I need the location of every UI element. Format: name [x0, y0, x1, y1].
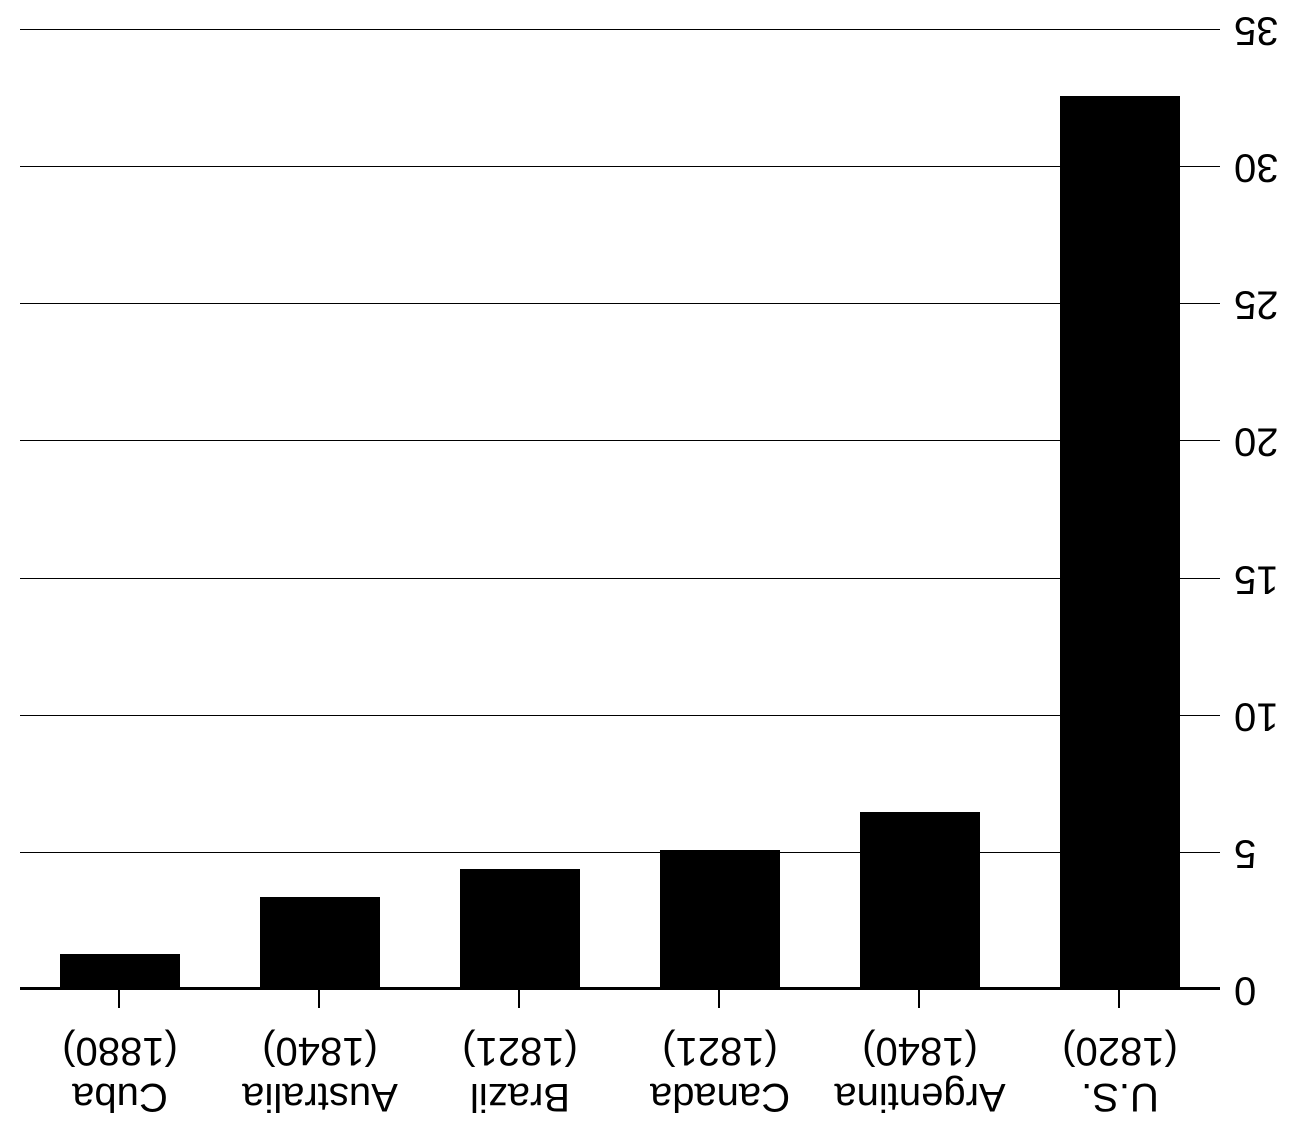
bar	[260, 897, 380, 990]
category-label-line2: (1821)	[420, 1028, 620, 1074]
y-tick-label: 5	[1234, 830, 1300, 875]
category-label: Argentina(1840)	[820, 1028, 1020, 1120]
bar	[1060, 96, 1180, 990]
category-label-line2: (1840)	[820, 1028, 1020, 1074]
bar	[60, 954, 180, 990]
plot-area	[20, 30, 1220, 990]
y-tick-label: 35	[1234, 8, 1300, 53]
bar	[860, 812, 980, 990]
gridline	[20, 166, 1220, 167]
category-label: Australia(1840)	[220, 1028, 420, 1120]
category-label-line1: U.S.	[1020, 1074, 1220, 1120]
category-label: Cuba(1880)	[20, 1028, 220, 1120]
x-axis-line	[20, 987, 1220, 990]
y-tick-label: 0	[1234, 968, 1300, 1013]
y-tick-label: 10	[1234, 693, 1300, 738]
category-label-line1: Australia	[220, 1074, 420, 1120]
x-tick	[918, 990, 920, 1008]
bar	[460, 869, 580, 990]
category-label-line2: (1821)	[620, 1028, 820, 1074]
gridline	[20, 852, 1220, 853]
category-label: Canada(1821)	[620, 1028, 820, 1120]
y-tick-label: 25	[1234, 282, 1300, 327]
category-label-line1: Brazil	[420, 1074, 620, 1120]
category-label-line2: (1880)	[20, 1028, 220, 1074]
x-tick	[118, 990, 120, 1008]
x-tick	[318, 990, 320, 1008]
category-label-line1: Argentina	[820, 1074, 1020, 1120]
category-label-line2: (1840)	[220, 1028, 420, 1074]
category-label: U.S.(1820)	[1020, 1028, 1220, 1120]
bar	[660, 850, 780, 990]
category-label: Brazil(1821)	[420, 1028, 620, 1120]
y-tick-label: 20	[1234, 419, 1300, 464]
y-tick-label: 30	[1234, 145, 1300, 190]
gridline	[20, 440, 1220, 441]
category-label-line1: Cuba	[20, 1074, 220, 1120]
y-tick-label: 15	[1234, 556, 1300, 601]
x-tick	[1118, 990, 1120, 1008]
category-label-line2: (1820)	[1020, 1028, 1220, 1074]
gridline	[20, 578, 1220, 579]
category-label-line1: Canada	[620, 1074, 820, 1120]
chart-stage: 05101520253035U.S.(1820)Argentina(1840)C…	[0, 0, 1300, 1140]
gridline	[20, 715, 1220, 716]
gridline	[20, 29, 1220, 30]
x-tick	[518, 990, 520, 1008]
x-tick	[718, 990, 720, 1008]
gridline	[20, 303, 1220, 304]
